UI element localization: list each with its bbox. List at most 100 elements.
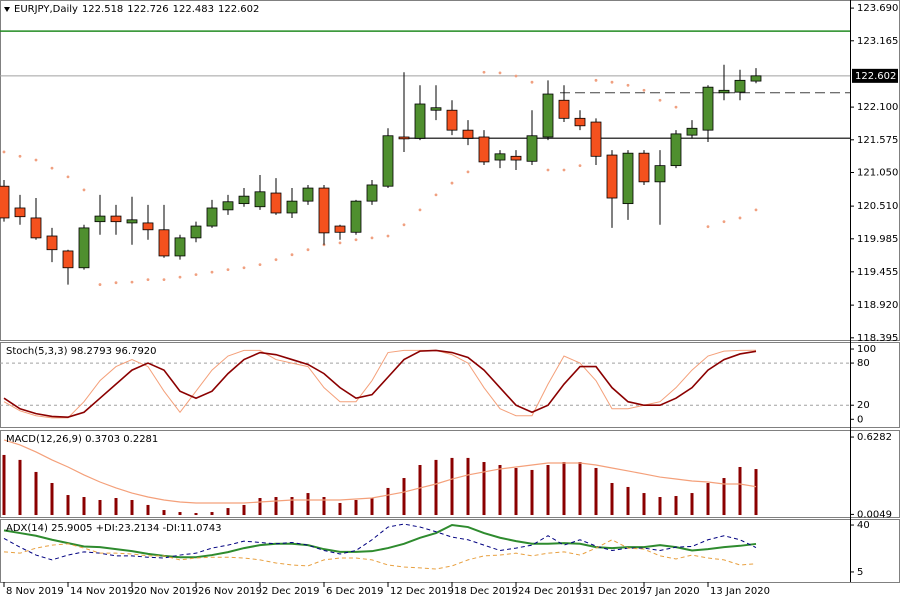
candle-body [686,127,698,136]
sar-dot [450,181,454,185]
candle-body [670,133,682,167]
sar-dot [386,234,390,238]
y-tick-label: 121.575 [857,135,898,146]
candle-body [526,135,538,162]
candle-body [542,93,554,138]
histogram-bar [226,508,230,516]
sar-dot [626,83,630,87]
series-line [3,539,757,570]
histogram-bar [162,510,166,516]
candle-body [638,152,650,183]
sar-dot [706,225,710,229]
sar-dot [226,268,230,272]
candle-body [574,117,586,127]
candle-body [414,103,426,139]
candle-body [558,99,570,119]
sar-dot [562,168,566,172]
histogram-bar [514,467,518,516]
candle-body [398,136,410,140]
header-value: EURJPY,Daily [14,4,78,15]
histogram-bar [674,496,678,516]
y-tick-label: 118.920 [857,300,898,311]
y-tick-label: 122.100 [857,102,898,113]
candle-body [206,207,218,227]
sar-dot [610,80,614,84]
sar-dot [674,105,678,109]
histogram-bar [2,454,6,516]
x-tick-label: 6 Dec 2019 [326,586,384,597]
y-tick-label: 119.455 [857,267,898,278]
candle-body [14,207,26,218]
sar-dot [338,241,342,245]
histogram-bar [498,464,502,516]
x-tick-label: 8 Nov 2019 [6,586,64,597]
x-tick-label: 24 Dec 2019 [518,586,582,597]
candle-body [494,153,506,161]
y-tick-label: 121.050 [857,167,898,178]
price-box-label: 122.602 [855,71,896,82]
sar-dot [546,168,550,172]
x-tick-label: 2 Dec 2019 [262,586,320,597]
candle-body [606,154,618,199]
y-tick-label: 118.395 [857,333,898,344]
y-tick-label: 40 [857,520,870,531]
candle-body [30,217,42,239]
histogram-bar [722,478,726,516]
candle-body [734,79,746,93]
sar-dot [146,278,150,281]
histogram-bar [482,462,486,516]
x-tick-label: 31 Dec 2019 [582,586,646,597]
candle-body [270,192,282,214]
sar-dot [402,223,406,227]
histogram-bar [274,497,278,516]
sar-dot [178,275,182,279]
x-tick-label: 14 Nov 2019 [70,586,134,597]
sar-dot [354,238,358,242]
histogram-bar [706,482,710,516]
header-value: Stoch(5,3,3) 98.2793 96.7920 [6,346,157,357]
histogram-bar [322,497,326,516]
sar-dot [418,208,422,212]
header-value: MACD(12,26,9) 0.3703 0.2281 [6,434,158,445]
candle-body [190,225,202,239]
sar-dot [258,263,262,267]
sar-dot [642,88,646,92]
histogram-bar [418,464,422,516]
series-line [3,349,757,418]
y-tick-label: 100 [857,344,876,355]
series-line [3,524,757,559]
series-line [3,439,757,504]
candle-body [94,215,106,223]
histogram-bar [402,478,406,516]
sar-dot [274,258,278,262]
sar-dot [306,248,310,252]
sar-dot [594,78,598,82]
sar-dot [738,216,742,220]
x-tick-label: 18 Dec 2019 [454,586,518,597]
x-tick-label: 26 Nov 2019 [198,586,262,597]
candle-body [46,235,58,251]
histogram-bar [466,457,470,516]
panel-header: Stoch(5,3,3) 98.2793 96.7920 [6,346,157,357]
candle-body [334,225,346,233]
sar-dot [50,166,54,170]
histogram-bar [50,482,54,516]
histogram-bar [114,498,118,516]
histogram-bar [178,512,182,516]
sar-dot [82,188,86,192]
candle-body [62,250,74,269]
candle-body [718,89,730,94]
y-tick-label: 0.0049 [857,509,892,520]
histogram-bar [626,486,630,516]
histogram-bar [242,504,246,516]
histogram-bar [754,469,758,516]
candle-body [622,152,634,205]
candle-body [446,109,458,131]
candle-body [174,237,186,257]
candle-body [110,215,122,223]
y-tick-label: 20 [857,400,870,411]
histogram-bar [66,495,70,516]
histogram-bar [642,493,646,516]
